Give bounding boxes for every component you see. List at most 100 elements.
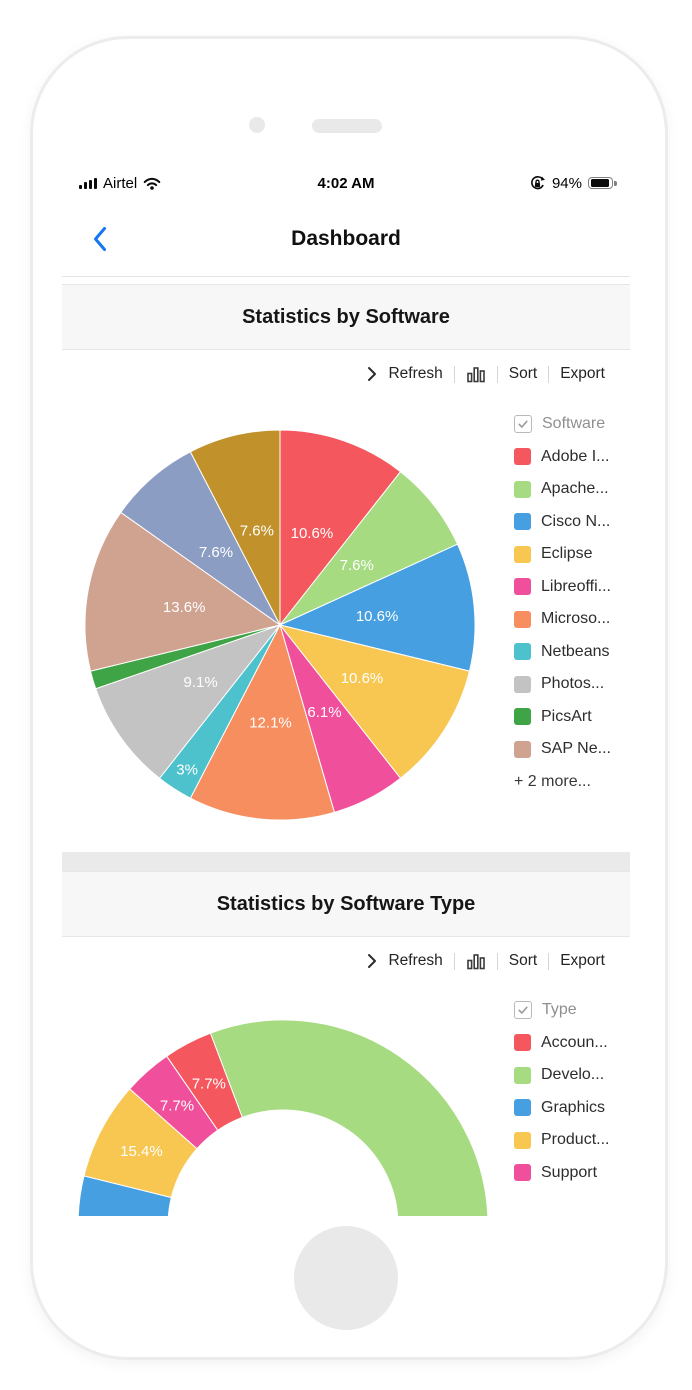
legend-item-label: Support [541, 1163, 598, 1181]
toolbar-separator [548, 952, 550, 970]
legend-item-graphics[interactable]: Graphics [514, 1092, 609, 1125]
toolbar-separator [548, 365, 550, 383]
legend-item-picsart[interactable]: PicsArt [514, 701, 611, 734]
legend-item-eclipse[interactable]: Eclipse [514, 538, 611, 571]
legend-header-label: Software [542, 415, 606, 433]
refresh-button[interactable]: Refresh [388, 952, 443, 969]
legend-item-label: Photos... [541, 675, 605, 693]
legend-checkbox-icon[interactable] [514, 415, 532, 434]
software-pie-chart: 10.6%7.6%10.6%10.6%6.1%12.1%3%9.1%13.6%7… [84, 429, 476, 821]
slice-percent-label: 15.4% [120, 1143, 163, 1160]
legend-item-label: Apache... [541, 480, 609, 498]
chart-type-icon[interactable] [466, 366, 486, 383]
legend-swatch [514, 578, 531, 596]
toolbar-separator [453, 952, 455, 970]
expand-chevron-icon[interactable] [367, 366, 377, 382]
legend-item-label: Graphics [541, 1098, 606, 1116]
legend-swatch [514, 480, 531, 498]
pie-slice-eclipse[interactable] [278, 624, 471, 780]
legend-swatch [514, 448, 531, 466]
legend-item-label: Microso... [541, 610, 611, 628]
home-button[interactable] [294, 1226, 398, 1330]
pie-slice-microso[interactable] [189, 623, 336, 821]
legend-item-netbeans[interactable]: Netbeans [514, 636, 611, 669]
legend-more-link[interactable]: + 2 more... [514, 772, 591, 790]
legend-item-sap-ne[interactable]: SAP Ne... [514, 733, 611, 766]
legend-item-apache[interactable]: Apache... [514, 473, 611, 506]
software-legend: Software Adobe I... Apache... Cisco N... Ecl… [514, 408, 611, 798]
legend-item-label: SAP Ne... [541, 740, 611, 758]
legend-swatch [514, 1034, 531, 1052]
type-chart-toolbar: Refresh Sort Export [62, 937, 630, 985]
pie-slice-sap-ne[interactable] [84, 511, 282, 672]
legend-item-product[interactable]: Product... [514, 1124, 609, 1157]
slice-percent-label: 7.6% [240, 523, 274, 540]
pie-slice-extra-10[interactable] [120, 451, 281, 626]
earpiece-speaker [312, 119, 382, 133]
legend-swatch [514, 513, 531, 531]
legend-item-cisco-n[interactable]: Cisco N... [514, 506, 611, 539]
section-header-software-type: Statistics by Software Type [62, 871, 630, 937]
slice-percent-label: 7.7% [192, 1075, 226, 1092]
section-divider [62, 852, 630, 871]
expand-chevron-icon[interactable] [367, 953, 377, 969]
slice-percent-label: 3% [176, 762, 198, 779]
battery-fill [590, 179, 610, 187]
iphone-frame: 4:02 AM Airtel 94% [30, 36, 668, 1360]
legend-item-label: Adobe I... [541, 447, 610, 465]
legend-swatch [514, 1066, 531, 1084]
chart-type-icon[interactable] [466, 953, 486, 970]
legend-item-support[interactable]: Support [514, 1157, 609, 1190]
sort-button[interactable]: Sort [508, 952, 538, 969]
legend-checkbox-icon[interactable] [514, 1001, 532, 1020]
pie-slice-extra-11[interactable] [189, 429, 281, 626]
slice-percent-label: 10.6% [291, 525, 334, 542]
doughnut-slice-develo[interactable] [209, 1019, 489, 1216]
legend-item-develo[interactable]: Develo... [514, 1059, 609, 1092]
wifi-icon [143, 177, 161, 190]
legend-swatch [514, 708, 531, 726]
status-time: 4:02 AM [317, 174, 375, 192]
legend-item-accoun[interactable]: Accoun... [514, 1027, 609, 1060]
toolbar-separator [496, 952, 498, 970]
legend-item-libreoffi[interactable]: Libreoffi... [514, 571, 611, 604]
pie-slice-apache[interactable] [279, 470, 459, 626]
pie-slice-photos[interactable] [95, 623, 282, 780]
legend-item-label: Eclipse [541, 545, 593, 563]
legend-item-microso[interactable]: Microso... [514, 603, 611, 636]
refresh-button[interactable]: Refresh [388, 365, 443, 382]
pie-slice-adobe-i[interactable] [279, 429, 402, 627]
legend-item-label: Cisco N... [541, 512, 611, 530]
legend-header-type[interactable]: Type [514, 994, 609, 1027]
slice-percent-label: 7.6% [340, 557, 374, 574]
slice-percent-label: 7.6% [199, 544, 233, 561]
back-button[interactable] [92, 226, 108, 252]
type-legend: Type Accoun... Develo... Graphics Product...… [514, 994, 609, 1189]
legend-swatch [514, 1099, 531, 1117]
sort-button[interactable]: Sort [508, 365, 538, 382]
legend-swatch [514, 643, 531, 661]
battery-percent: 94% [551, 174, 582, 192]
toolbar-separator [496, 365, 498, 383]
slice-percent-label: 13.6% [163, 599, 206, 616]
legend-item-label: PicsArt [541, 707, 592, 725]
front-camera-icon [249, 117, 265, 133]
export-button[interactable]: Export [560, 365, 605, 382]
legend-item-label: Accoun... [541, 1033, 608, 1051]
legend-item-adobe-i[interactable]: Adobe I... [514, 441, 611, 474]
slice-percent-label: 9.1% [183, 674, 217, 691]
legend-item-photos[interactable]: Photos... [514, 668, 611, 701]
toolbar-separator [453, 365, 455, 383]
legend-header-software[interactable]: Software [514, 408, 611, 441]
legend-item-label: Netbeans [541, 642, 610, 660]
legend-swatch [514, 1164, 531, 1182]
cellular-signal-icon [79, 177, 97, 189]
pie-slice-cisco-n[interactable] [278, 543, 476, 672]
legend-swatch [514, 545, 531, 563]
battery-icon [588, 176, 617, 190]
export-button[interactable]: Export [560, 952, 605, 969]
legend-swatch [514, 740, 531, 758]
legend-item-label: Develo... [541, 1066, 605, 1084]
app-screen: 4:02 AM Airtel 94% [62, 164, 630, 1216]
carrier-label: Airtel [103, 174, 138, 192]
